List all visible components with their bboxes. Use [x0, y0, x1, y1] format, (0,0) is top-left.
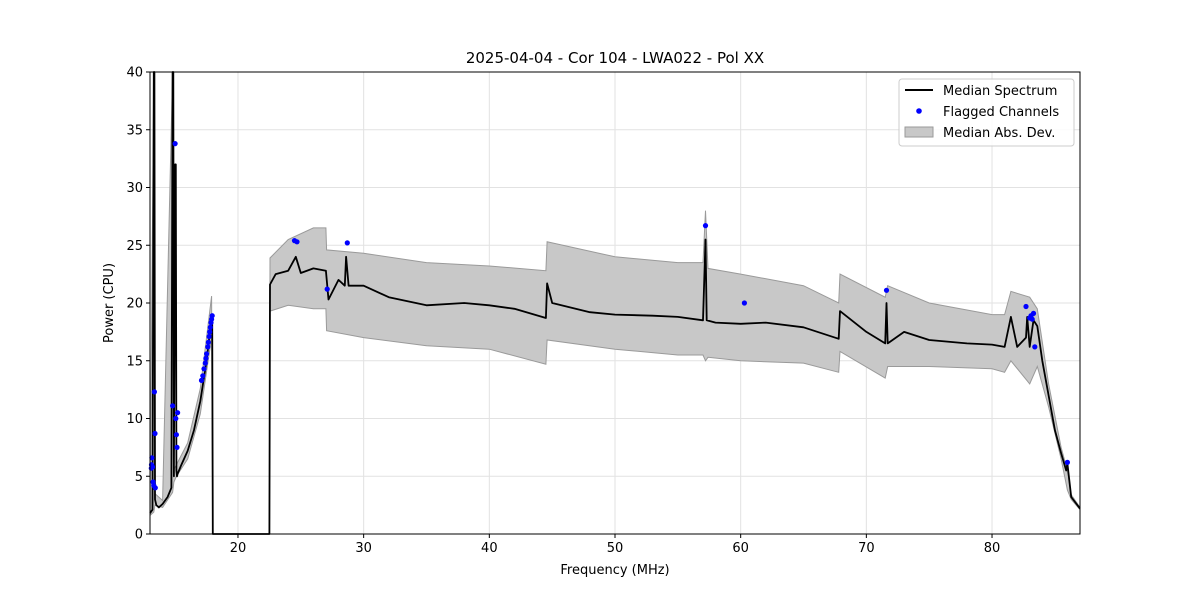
flagged-point-35 [883, 287, 890, 293]
flagged-point-9 [170, 403, 176, 409]
flagged-point-8 [152, 485, 158, 491]
legend-swatch-flagged [916, 108, 922, 114]
y-tick-label-2: 10 [126, 412, 143, 427]
flagged-point-18 [202, 360, 208, 366]
flagged-point-2 [149, 455, 155, 461]
y-tick-label-0: 0 [135, 528, 143, 543]
x-tick-label-4: 60 [732, 541, 749, 556]
x-tick-label-0: 20 [230, 541, 247, 556]
legend-label-mad: Median Abs. Dev. [943, 126, 1055, 141]
x-tick-label-3: 50 [607, 541, 624, 556]
y-tick-label-6: 30 [126, 181, 143, 196]
flagged-point-42 [1064, 459, 1070, 465]
chart-title: 2025-04-04 - Cor 104 - LWA022 - Pol XX [466, 49, 764, 67]
flagged-point-19 [203, 355, 209, 361]
flagged-point-25 [207, 324, 213, 330]
flagged-point-3 [149, 464, 156, 470]
flagged-point-16 [200, 373, 206, 379]
legend-label-flagged: Flagged Channels [943, 105, 1059, 120]
flagged-point-6 [151, 389, 157, 395]
flagged-point-10 [172, 141, 178, 147]
y-tick-label-3: 15 [126, 354, 143, 369]
flagged-point-34 [741, 300, 748, 306]
flagged-point-12 [173, 432, 179, 438]
flagged-point-36 [1023, 303, 1029, 310]
flagged-point-7 [152, 430, 158, 437]
flagged-point-32 [344, 240, 350, 246]
y-axis-label: Power (CPU) [102, 263, 117, 343]
median-spectrum-group [149, 71, 1081, 535]
flagged-point-15 [198, 377, 205, 383]
x-tick-label-6: 80 [984, 541, 1001, 556]
y-axis-ticks: 0 5 10 15 20 25 30 35 40 [126, 66, 150, 543]
flagged-point-14 [175, 410, 181, 416]
y-tick-label-8: 40 [126, 66, 143, 81]
flagged-point-31 [324, 286, 330, 292]
flagged-point-20 [204, 351, 210, 357]
x-axis-label: Frequency (MHz) [560, 563, 669, 578]
x-tick-label-1: 30 [355, 541, 372, 556]
x-tick-label-2: 40 [481, 541, 498, 556]
x-axis-ticks: 20 30 40 50 60 70 80 [230, 534, 1001, 556]
legend: Median Spectrum Flagged Channels Median … [898, 78, 1075, 147]
flagged-channels-group [148, 141, 1070, 491]
median-spectrum-line [149, 71, 1081, 535]
flagged-point-23 [206, 333, 212, 340]
y-tick-label-4: 20 [126, 297, 143, 312]
flagged-point-40 [1030, 310, 1037, 316]
y-tick-label-7: 35 [126, 123, 143, 138]
flagged-point-24 [207, 329, 213, 335]
x-tick-label-5: 70 [858, 541, 875, 556]
y-tick-label-1: 5 [135, 470, 143, 485]
legend-swatch-mad [904, 126, 934, 138]
flagged-point-17 [201, 366, 207, 372]
legend-label-median: Median Spectrum [943, 84, 1057, 99]
flagged-point-30 [294, 239, 300, 245]
flagged-point-11 [173, 415, 179, 422]
flagged-point-39 [1029, 316, 1035, 322]
flagged-point-13 [174, 444, 180, 450]
flagged-point-21 [205, 344, 211, 350]
legend-box [898, 78, 1075, 147]
flagged-point-22 [205, 339, 211, 345]
flagged-point-28 [209, 313, 215, 319]
flagged-point-41 [1032, 344, 1038, 350]
y-tick-label-5: 25 [126, 239, 143, 254]
flagged-point-33 [702, 223, 709, 229]
